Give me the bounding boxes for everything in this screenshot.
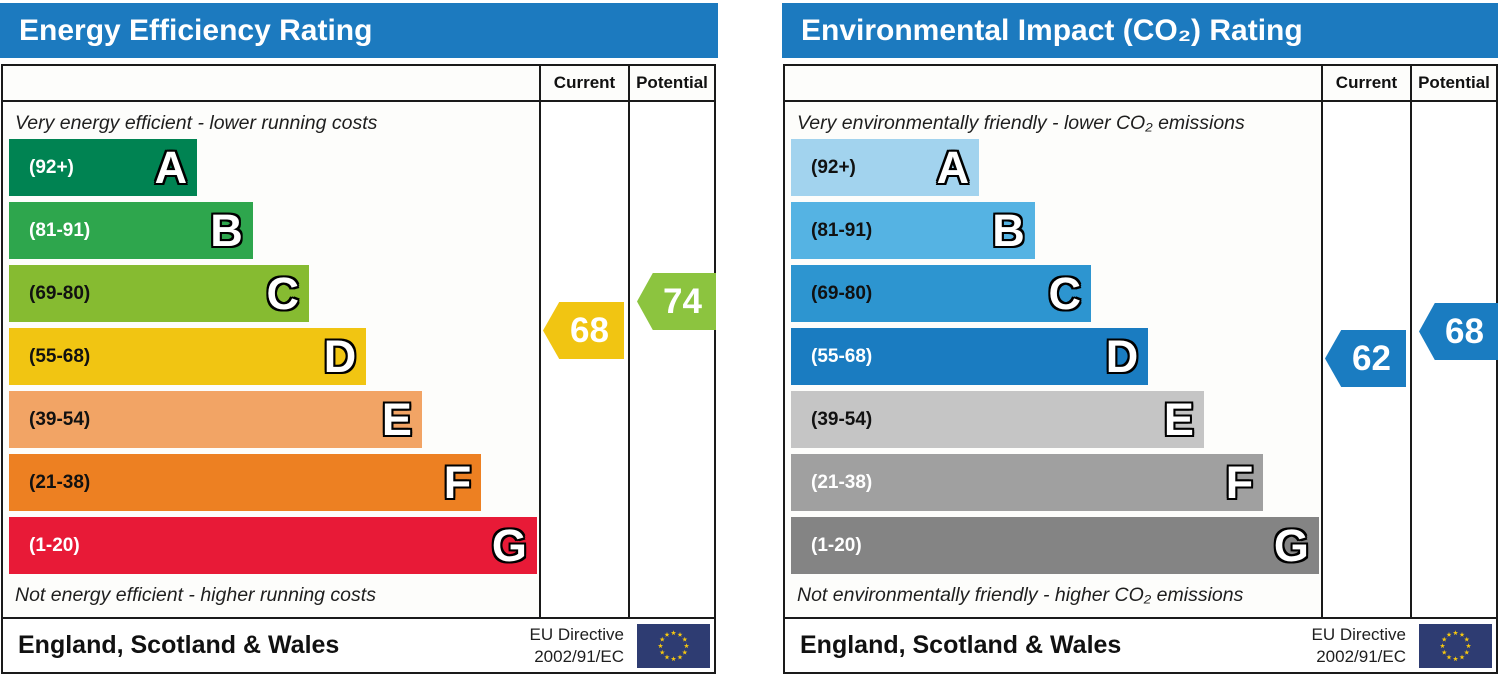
band-row-d: (55-68) D: [9, 328, 367, 385]
band-range-label: (69-80): [29, 282, 91, 304]
band-letter: D: [323, 331, 357, 382]
band-range-label: (39-54): [811, 408, 873, 430]
band-letter: A: [936, 142, 970, 193]
band-area: Very energy efficient - lower running co…: [3, 102, 539, 618]
band-range-label: (92+): [811, 156, 856, 178]
chart-title: Environmental Impact (CO₂) Rating: [782, 3, 1498, 58]
potential-rating-value: 68: [1445, 311, 1484, 351]
current-rating-arrow: 68: [543, 302, 624, 359]
band-range-label: (21-38): [29, 471, 91, 493]
potential-rating-arrow: 74: [637, 273, 716, 330]
band-range-label: (1-20): [811, 534, 862, 556]
band-range-label: (81-91): [811, 219, 873, 241]
band-letter: E: [1163, 394, 1194, 445]
current-rating-arrow: 62: [1325, 330, 1406, 387]
header-spacer: [3, 66, 539, 102]
chart-footer: England, Scotland & Wales EU Directive 2…: [783, 617, 1498, 674]
column-header-current: Current: [1321, 66, 1410, 102]
footer-region: England, Scotland & Wales: [800, 631, 1122, 659]
potential-rating-arrow: 68: [1419, 303, 1498, 360]
eu-flag-icon: [637, 623, 710, 668]
band-row-a: (92+) A: [9, 139, 198, 196]
band-row-b: (81-91) B: [9, 202, 253, 259]
band-row-e: (39-54) E: [791, 391, 1204, 448]
bottom-caption: Not environmentally friendly - higher CO…: [797, 584, 1244, 606]
band-row-b: (81-91) B: [791, 202, 1035, 259]
chart-title: Energy Efficiency Rating: [0, 3, 718, 58]
band-row-a: (92+) A: [791, 139, 980, 196]
column-header-current: Current: [539, 66, 628, 102]
band-letter: E: [381, 394, 412, 445]
band-range-label: (81-91): [29, 219, 91, 241]
potential-rating-value: 74: [663, 281, 702, 321]
current-column: [539, 102, 628, 618]
band-range-label: (21-38): [811, 471, 873, 493]
eu-directive-line1: EU Directive: [1311, 625, 1406, 645]
chart-footer: England, Scotland & Wales EU Directive 2…: [1, 617, 716, 674]
band-range-label: (55-68): [811, 345, 873, 367]
band-area: Very environmentally friendly - lower CO…: [785, 102, 1321, 618]
current-rating-value: 62: [1352, 338, 1391, 378]
header-spacer: [785, 66, 1321, 102]
band-row-g: (1-20) G: [9, 517, 537, 574]
eu-flag-icon: [1419, 623, 1492, 668]
band-range-label: (1-20): [29, 534, 80, 556]
top-caption: Very environmentally friendly - lower CO…: [797, 112, 1245, 134]
band-row-f: (21-38) F: [9, 454, 482, 511]
potential-column: [1410, 102, 1496, 618]
band-row-c: (69-80) C: [791, 265, 1091, 322]
bottom-caption: Not energy efficient - higher running co…: [15, 584, 376, 606]
band-letter: C: [266, 268, 299, 319]
eu-directive-label: EU Directive 2002/91/EC: [530, 624, 624, 667]
current-rating-value: 68: [570, 310, 609, 350]
band-row-d: (55-68) D: [791, 328, 1149, 385]
band-row-c: (69-80) C: [9, 265, 309, 322]
eu-directive-label: EU Directive 2002/91/EC: [1312, 624, 1406, 667]
band-letter: F: [443, 457, 472, 508]
eu-directive-line1: EU Directive: [529, 625, 624, 645]
environmental-impact-chart: Environmental Impact (CO₂) Rating Curren…: [782, 0, 1498, 675]
band-range-label: (92+): [29, 156, 74, 178]
band-letter: A: [154, 142, 188, 193]
column-header-potential: Potential: [628, 66, 714, 102]
band-letter: B: [210, 205, 243, 256]
band-letter: F: [1225, 457, 1254, 508]
energy-efficiency-chart: Energy Efficiency Rating Current Potenti…: [0, 0, 718, 675]
band-letter: D: [1105, 331, 1139, 382]
band-range-label: (69-80): [811, 282, 873, 304]
top-caption: Very energy efficient - lower running co…: [15, 112, 378, 134]
band-letter: B: [992, 205, 1025, 256]
eu-directive-line2: 2002/91/EC: [534, 646, 624, 666]
potential-column: [628, 102, 714, 618]
footer-region: England, Scotland & Wales: [18, 631, 340, 659]
band-row-f: (21-38) F: [791, 454, 1264, 511]
band-letter: C: [1048, 268, 1081, 319]
band-letter: G: [491, 520, 527, 571]
band-row-g: (1-20) G: [791, 517, 1319, 574]
rating-table: Current Potential Very environmentally f…: [783, 64, 1498, 620]
column-header-potential: Potential: [1410, 66, 1496, 102]
band-range-label: (55-68): [29, 345, 91, 367]
band-row-e: (39-54) E: [9, 391, 422, 448]
eu-directive-line2: 2002/91/EC: [1316, 646, 1406, 666]
band-letter: G: [1273, 520, 1309, 571]
band-range-label: (39-54): [29, 408, 91, 430]
